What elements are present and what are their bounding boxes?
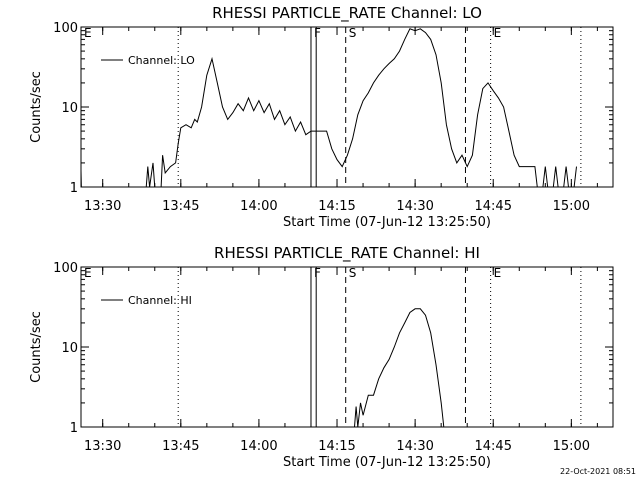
marker-label: F <box>314 266 321 280</box>
x-tick-label: 14:45 <box>475 439 512 454</box>
x-axis-label: Start Time (07-Jun-12 13:25:50) <box>283 455 491 470</box>
chart-title: RHESSI PARTICLE_RATE Channel: LO <box>212 4 482 23</box>
x-tick-label: 13:30 <box>84 199 121 214</box>
plot-frame <box>80 266 614 428</box>
x-tick-label: 13:45 <box>162 439 199 454</box>
y-tick-label: 1 <box>70 421 78 436</box>
series-line <box>81 28 577 187</box>
panel-2: RHESSI PARTICLE_RATE Channel: HI E F S E 1 10 1… <box>29 244 614 470</box>
x-tick-label: 14:30 <box>396 439 433 454</box>
y-tick-label: 1 <box>70 181 78 196</box>
x-tick-label: 15:00 <box>553 199 590 214</box>
legend-label: Channel: LO <box>128 54 195 67</box>
marker-label: F <box>314 26 321 40</box>
x-axis-label: Start Time (07-Jun-12 13:25:50) <box>283 215 491 230</box>
timestamp-stamp: 22-Oct-2021 08:51 <box>560 467 636 476</box>
marker-label: E <box>494 266 502 280</box>
y-tick-label: 10 <box>61 101 78 116</box>
y-axis-label: Counts/sec <box>29 311 44 383</box>
x-tick-label: 15:00 <box>553 439 590 454</box>
x-tick-label: 13:30 <box>84 439 121 454</box>
y-axis-label: Counts/sec <box>29 71 44 143</box>
y-tick-label: 10 <box>61 341 78 356</box>
x-tick-label: 14:45 <box>475 199 512 214</box>
marker-label: E <box>84 266 92 280</box>
series-line <box>353 308 445 427</box>
marker-label: S <box>349 266 357 280</box>
marker-label: E <box>84 26 92 40</box>
x-tick-label: 14:00 <box>240 199 277 214</box>
marker-label: E <box>494 26 502 40</box>
x-tick-label: 14:15 <box>318 199 355 214</box>
plot-frame <box>80 26 614 188</box>
panel-1: RHESSI PARTICLE_RATE Channel: LO E F S E 1 10 1… <box>29 4 614 230</box>
y-tick-label: 100 <box>53 261 78 276</box>
marker-label: S <box>349 26 357 40</box>
legend-label: Channel: HI <box>128 294 192 307</box>
chart-title: RHESSI PARTICLE_RATE Channel: HI <box>214 244 480 263</box>
x-tick-label: 13:45 <box>162 199 199 214</box>
x-tick-label: 14:15 <box>318 439 355 454</box>
x-tick-label: 14:00 <box>240 439 277 454</box>
x-tick-label: 14:30 <box>396 199 433 214</box>
y-tick-label: 100 <box>53 21 78 36</box>
